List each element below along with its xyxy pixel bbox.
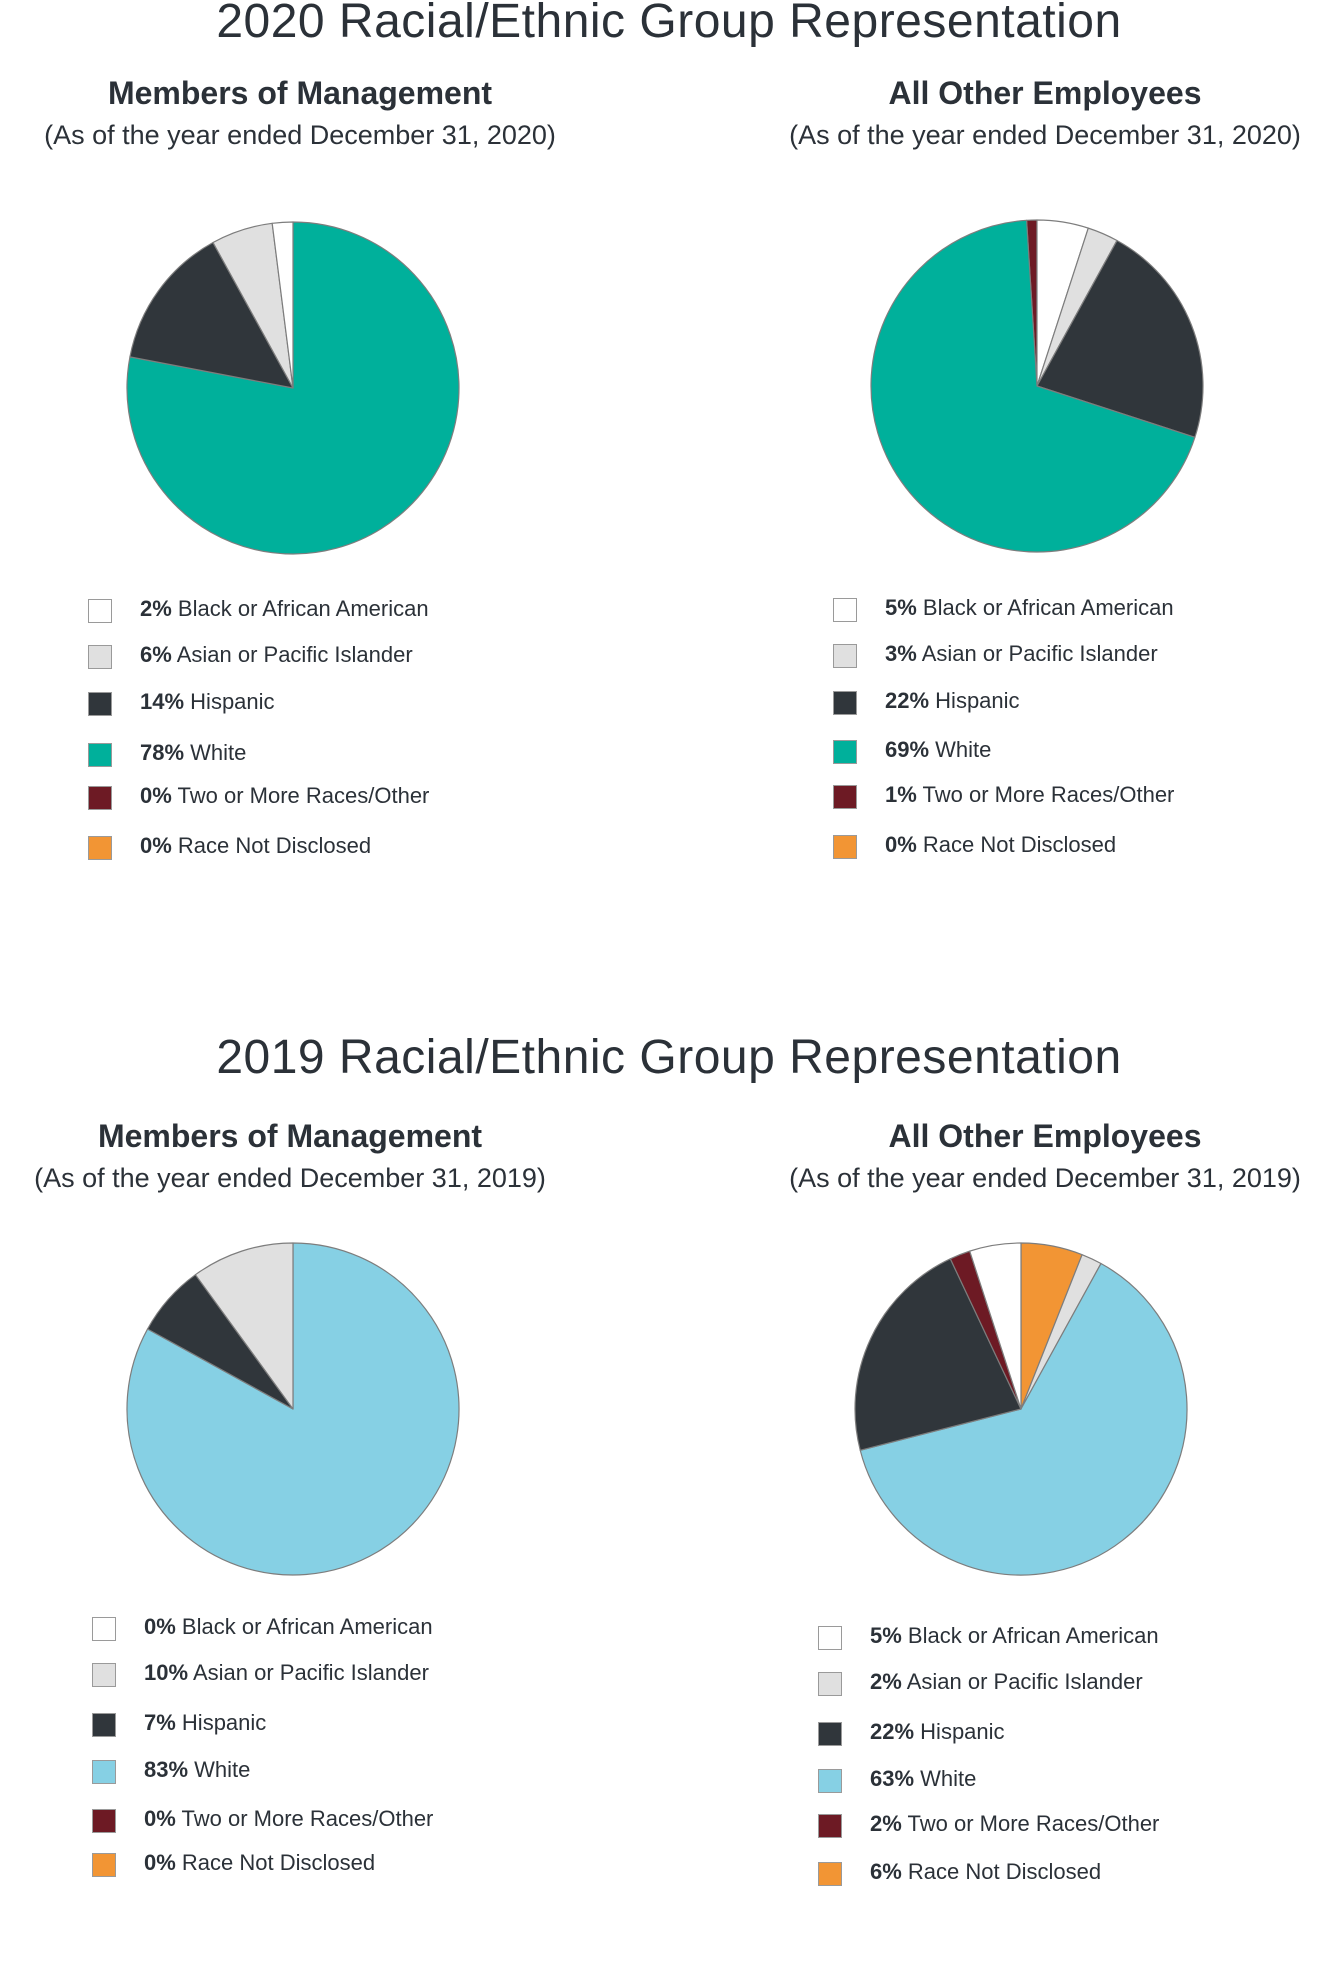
legend-swatch [92,1760,116,1784]
legend-label: 2% Two or More Races/Other [870,1811,1160,1836]
legend-label: 22% Hispanic [885,688,1020,713]
chart-panel-2019-management: Members of Management (As of the year en… [0,1113,659,1973]
pie-slice-hispanic [129,241,294,389]
section-title-2020: 2020 Racial/Ethnic Group Representation [216,0,1122,48]
pie-chart [854,1242,1188,1576]
legend-swatch [818,1814,842,1838]
legend-label: 0% Two or More Races/Other [144,1806,434,1831]
legend-label: 3% Asian or Pacific Islander [885,641,1158,666]
chart-subtitle: (As of the year ended December 31, 2020) [44,120,556,150]
pie-slice-asian-or-pacific-islander [194,1242,294,1410]
legend-swatch [92,1853,116,1877]
legend-swatch [92,1617,116,1641]
pie-slice-black-or-african-american [271,221,294,389]
legend-label: 0% Race Not Disclosed [885,832,1117,857]
legend-swatch [818,1862,842,1886]
legend-swatch [88,599,112,623]
legend-label: 5% Black or African American [885,595,1174,620]
pie-chart [126,1242,460,1576]
legend-swatch [833,691,857,715]
pie-chart [126,221,460,555]
legend-swatch [92,1663,116,1687]
legend-swatch [818,1722,842,1746]
legend-swatch [88,743,112,767]
legend-label: 7% Hispanic [144,1710,267,1735]
pie-chart [870,219,1204,553]
legend-label: 0% Black or African American [144,1614,433,1639]
legend-label: 6% Asian or Pacific Islander [140,642,413,667]
chart-panel-2020-other-employees: All Other Employees (As of the year ende… [745,70,1338,930]
legend-swatch [88,692,112,716]
legend-swatch [833,644,857,668]
legend-label: 1% Two or More Races/Other [885,782,1175,807]
chart-title: All Other Employees [888,75,1202,111]
legend-label: 0% Race Not Disclosed [140,833,372,858]
pie-slice-hispanic [854,1258,1022,1451]
legend-label: 0% Race Not Disclosed [144,1850,376,1875]
legend-swatch [833,740,857,764]
chart-subtitle: (As of the year ended December 31, 2019) [789,1163,1301,1193]
legend-label: 10% Asian or Pacific Islander [144,1660,429,1685]
legend-swatch [92,1809,116,1833]
section-title-2019: 2019 Racial/Ethnic Group Representation [216,1031,1122,1084]
legend-swatch [833,785,857,809]
legend-label: 22% Hispanic [870,1719,1005,1744]
legend-swatch [818,1769,842,1793]
legend-swatch [92,1713,116,1737]
legend-label: 78% White [140,740,247,765]
pie-slice-white [859,1262,1188,1576]
legend-swatch [833,835,857,859]
legend-label: 2% Asian or Pacific Islander [870,1669,1143,1694]
legend-swatch [88,836,112,860]
legend-label: 0% Two or More Races/Other [140,783,430,808]
legend-swatch [818,1626,842,1650]
pie-slice-white [870,219,1196,553]
legend-label: 69% White [885,737,992,762]
chart-title: All Other Employees [888,1118,1202,1154]
legend-label: 63% White [870,1766,977,1791]
legend-label: 83% White [144,1757,251,1782]
legend-swatch [88,645,112,669]
chart-subtitle: (As of the year ended December 31, 2019) [34,1163,546,1193]
legend-label: 6% Race Not Disclosed [870,1859,1102,1884]
legend-swatch [88,786,112,810]
pie-slice-black-or-african-american [969,1242,1022,1410]
chart-title: Members of Management [97,1118,483,1154]
chart-subtitle: (As of the year ended December 31, 2020) [789,120,1301,150]
pie-slice-white [126,221,460,555]
chart-panel-2019-other-employees: All Other Employees (As of the year ende… [745,1113,1338,1973]
pie-slice-hispanic [1036,239,1204,438]
legend-label: 2% Black or African American [140,596,429,621]
legend-swatch [833,598,857,622]
legend-swatch [818,1672,842,1696]
legend-label: 14% Hispanic [140,689,275,714]
legend-label: 5% Black or African American [870,1623,1159,1648]
chart-panel-2020-management: Members of Management (As of the year en… [0,70,669,930]
chart-title: Members of Management [107,75,493,111]
